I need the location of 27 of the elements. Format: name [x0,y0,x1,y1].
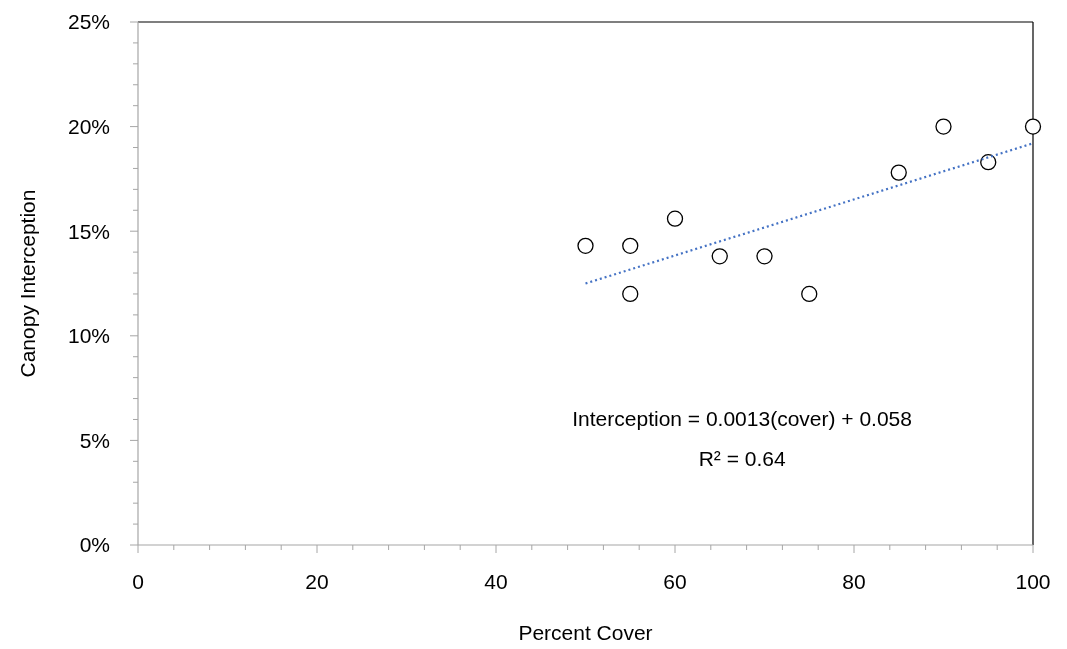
point [935,118,952,135]
point [577,237,594,254]
x-tick-label: 60 [663,570,687,593]
y-tick-label: 25% [67,10,110,34]
y-tick-label: 10% [67,324,110,348]
point [622,285,639,303]
x-tick-label: 80 [842,570,866,593]
y-axis-title: Canopy Interception [16,189,39,378]
y-tick-label: 15% [67,219,110,243]
y-tick-label: 0% [79,533,110,557]
point [666,210,684,227]
annotation: R² = 0.64 [698,447,786,471]
annotation: Interception = 0.0013(cover) + 0.058 [572,406,912,430]
x-tick-label: 40 [484,570,508,593]
point [801,285,818,303]
point [890,164,907,181]
x-tick-label: 100 [1015,570,1051,593]
y-tick-label: 20% [67,114,110,138]
x-tick-label: 20 [305,570,329,593]
point [711,248,728,265]
point [980,154,997,171]
y-tick-label: 5% [79,428,110,452]
x-axis-title: Percent Cover [518,621,653,644]
point [1024,118,1042,135]
x-tick-label: 0 [132,570,144,593]
point [622,237,639,254]
point [756,248,773,265]
